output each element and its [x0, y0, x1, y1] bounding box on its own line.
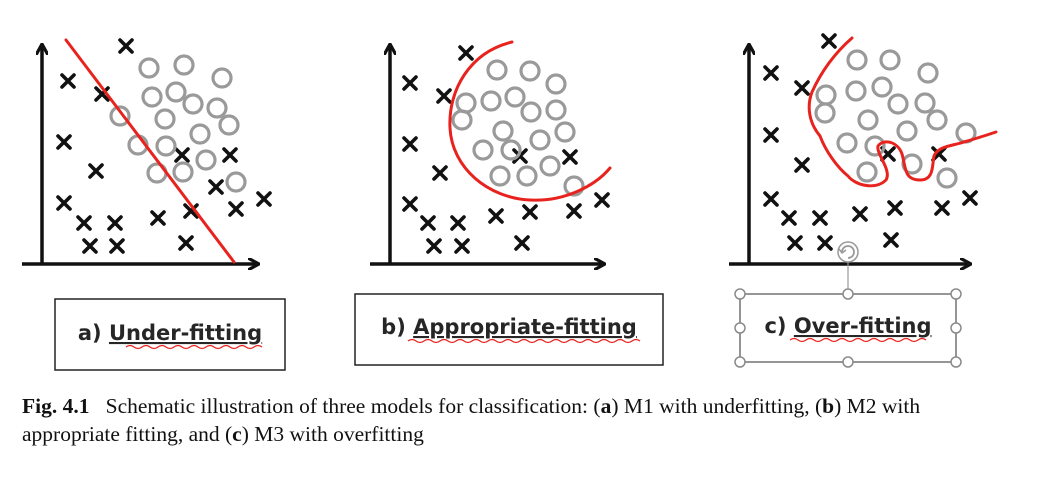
- svg-text:b) Appropriate-fitting: b) Appropriate-fitting: [381, 315, 637, 339]
- resize-handle-right[interactable]: [950, 322, 962, 334]
- resize-handle-bottom-left[interactable]: [734, 356, 746, 368]
- panel-c-circles: [814, 49, 977, 189]
- panel-c-label-box: c) Over-fitting: [739, 293, 957, 363]
- panel-b-label-box: b) Appropriate-fitting: [354, 293, 664, 366]
- caption-ref-b: b: [822, 394, 835, 418]
- resize-handle-top-left[interactable]: [734, 288, 746, 300]
- caption-text-3: ) M2 with appropriate fitting, and (: [22, 394, 921, 446]
- svg-text:c) Over-fitting: c) Over-fitting: [764, 314, 931, 338]
- caption-text-4: ) M3 with overfitting: [241, 422, 424, 446]
- panel-b-axes: [370, 45, 604, 264]
- resize-handle-top-right[interactable]: [950, 288, 962, 300]
- panel-c-prefix: c): [764, 314, 793, 338]
- resize-handle-left[interactable]: [734, 322, 746, 334]
- caption-ref-a: a: [600, 394, 612, 418]
- caption-text-2: ) M1 with underfitting, (: [611, 394, 823, 418]
- caption-text-1: Schematic illustration of three models f…: [105, 394, 601, 418]
- panel-a-circles: [109, 54, 247, 193]
- panel-c-name: Over-fitting: [794, 314, 932, 338]
- panel-a-axes: [22, 45, 258, 264]
- panel-c-crosses: [763, 33, 978, 251]
- panel-b-circles: [451, 59, 585, 197]
- panel-c-axes: [729, 45, 970, 264]
- panel-c-decision-boundary: [807, 36, 998, 188]
- panel-b-prefix: b): [381, 315, 413, 339]
- figure: a) Under-fitting: [22, 33, 998, 371]
- resize-handle-top[interactable]: [842, 288, 854, 300]
- panel-b: b) Appropriate-fitting: [354, 40, 664, 366]
- panel-a-decision-boundary: [64, 38, 236, 264]
- resize-handle-bottom[interactable]: [842, 356, 854, 368]
- figure-caption: Fig. 4.1 Schematic illustration of three…: [22, 392, 1022, 448]
- rotate-handle-icon[interactable]: [837, 241, 859, 263]
- panel-b-name: Appropriate-fitting: [413, 315, 637, 339]
- panel-a: a) Under-fitting: [22, 38, 286, 371]
- resize-handle-bottom-right[interactable]: [950, 356, 962, 368]
- panel-b-decision-boundary: [448, 40, 612, 202]
- panel-c: c) Over-fitting: [729, 33, 998, 368]
- caption-ref-c: c: [232, 422, 242, 446]
- panel-b-crosses: [402, 45, 610, 254]
- svg-text:a) Under-fitting: a) Under-fitting: [78, 321, 262, 345]
- selection-frame[interactable]: [734, 288, 962, 368]
- panel-a-name: Under-fitting: [109, 321, 262, 345]
- panel-a-label-box: a) Under-fitting: [54, 298, 286, 371]
- panel-a-prefix: a): [78, 321, 109, 345]
- caption-label: Fig. 4.1: [22, 394, 90, 418]
